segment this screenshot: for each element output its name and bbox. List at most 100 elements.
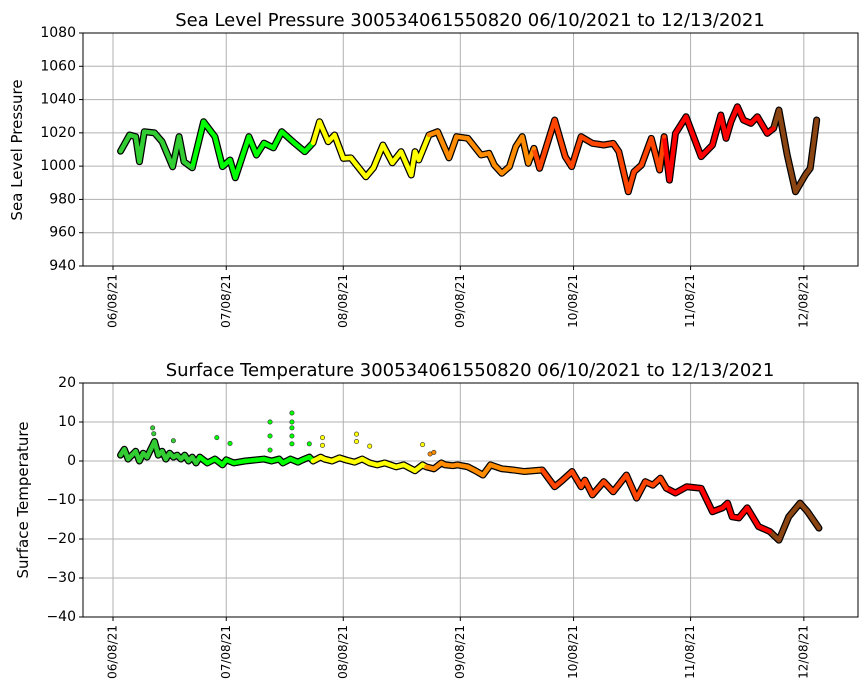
data-point bbox=[699, 486, 704, 491]
series-line-segment bbox=[582, 477, 595, 498]
data-point bbox=[520, 134, 525, 139]
series-line-segment bbox=[793, 172, 808, 195]
data-point bbox=[220, 462, 225, 467]
data-point bbox=[167, 451, 172, 456]
data-point bbox=[141, 451, 146, 456]
y-tick-label: 1040 bbox=[40, 92, 76, 108]
data-point bbox=[522, 469, 527, 474]
data-point bbox=[624, 473, 629, 478]
surface-temperature-panel: Surface Temperature 300534061550820 06/1… bbox=[14, 360, 859, 679]
series-line-segment bbox=[371, 142, 386, 171]
data-point bbox=[295, 460, 300, 465]
data-point bbox=[673, 490, 678, 495]
series-line-segment bbox=[539, 467, 557, 489]
data-point bbox=[118, 453, 123, 458]
outlier-point bbox=[289, 419, 295, 425]
data-point bbox=[163, 457, 168, 462]
data-point bbox=[643, 479, 648, 484]
data-point bbox=[601, 143, 606, 148]
series-line-segment bbox=[310, 119, 322, 146]
data-point bbox=[171, 455, 176, 460]
axes-frame bbox=[82, 32, 859, 267]
data-point bbox=[269, 459, 274, 463]
x-tick-label: 07/08/21 bbox=[219, 625, 233, 679]
data-point bbox=[492, 162, 497, 167]
x-tick-label: 09/08/21 bbox=[453, 625, 467, 679]
data-point bbox=[736, 515, 741, 520]
data-point bbox=[302, 149, 307, 154]
data-point bbox=[186, 459, 191, 463]
data-point bbox=[725, 501, 730, 506]
series-line-segment bbox=[616, 149, 631, 195]
series-line-segment bbox=[271, 129, 284, 151]
series-line-segment bbox=[519, 134, 531, 166]
data-point bbox=[329, 459, 334, 463]
data-point bbox=[127, 133, 132, 138]
x-tick-label: 11/08/21 bbox=[683, 625, 697, 679]
series-line-segment bbox=[239, 134, 252, 162]
data-point bbox=[137, 159, 142, 164]
data-point bbox=[513, 144, 518, 149]
series-line-segment bbox=[137, 129, 147, 164]
y-tick-label: 940 bbox=[49, 258, 76, 274]
series-line-segment bbox=[398, 149, 414, 178]
data-point bbox=[741, 118, 746, 123]
data-point bbox=[616, 149, 621, 154]
data-point bbox=[371, 165, 376, 170]
series-line-segment bbox=[776, 107, 790, 158]
data-point bbox=[271, 145, 276, 150]
data-point bbox=[307, 455, 312, 460]
data-point bbox=[367, 460, 372, 465]
data-point bbox=[337, 455, 342, 460]
data-point bbox=[233, 175, 238, 180]
y-axis-label: Surface Temperature bbox=[14, 422, 32, 579]
data-point bbox=[288, 457, 293, 462]
outlier-point bbox=[227, 440, 233, 446]
data-point bbox=[658, 476, 663, 481]
data-point bbox=[570, 469, 575, 474]
data-point bbox=[390, 160, 395, 165]
series-line-segment bbox=[176, 134, 187, 164]
data-point bbox=[450, 463, 455, 468]
data-point bbox=[649, 136, 654, 141]
data-point bbox=[382, 460, 387, 465]
data-point bbox=[212, 134, 217, 139]
y-tick-label: 980 bbox=[49, 191, 76, 207]
data-point bbox=[133, 134, 138, 139]
series-line-segment bbox=[684, 484, 704, 491]
data-point bbox=[446, 155, 451, 160]
data-point bbox=[814, 118, 819, 123]
data-point bbox=[479, 152, 484, 157]
data-point bbox=[454, 134, 459, 139]
series-line-segment bbox=[784, 152, 798, 195]
data-point bbox=[699, 154, 704, 159]
data-point bbox=[667, 178, 672, 183]
data-point bbox=[190, 455, 195, 460]
data-point bbox=[776, 538, 781, 543]
series-line-segment bbox=[744, 505, 761, 529]
data-point bbox=[197, 455, 202, 460]
data-point bbox=[662, 134, 667, 139]
data-point bbox=[537, 166, 542, 171]
data-point bbox=[756, 524, 761, 529]
data-point bbox=[137, 459, 142, 463]
x-tick-label: 06/08/21 bbox=[106, 625, 120, 679]
data-point bbox=[399, 149, 404, 154]
data-point bbox=[426, 133, 431, 138]
chart-title: Sea Level Pressure 300534061550820 06/10… bbox=[175, 10, 765, 31]
outlier-point bbox=[367, 443, 373, 449]
series-line-segment bbox=[725, 500, 735, 520]
data-point bbox=[160, 139, 165, 144]
data-point bbox=[745, 505, 750, 510]
data-point bbox=[228, 157, 233, 162]
data-point bbox=[499, 466, 504, 471]
chart-title: Surface Temperature 300534061550820 06/1… bbox=[166, 360, 775, 381]
data-point bbox=[360, 457, 365, 462]
data-point bbox=[194, 460, 199, 465]
data-point bbox=[664, 486, 669, 491]
series-line-segment bbox=[624, 472, 639, 501]
data-point bbox=[639, 162, 644, 167]
data-point bbox=[318, 455, 323, 460]
data-point bbox=[735, 104, 740, 109]
series-line-segment bbox=[159, 139, 175, 170]
